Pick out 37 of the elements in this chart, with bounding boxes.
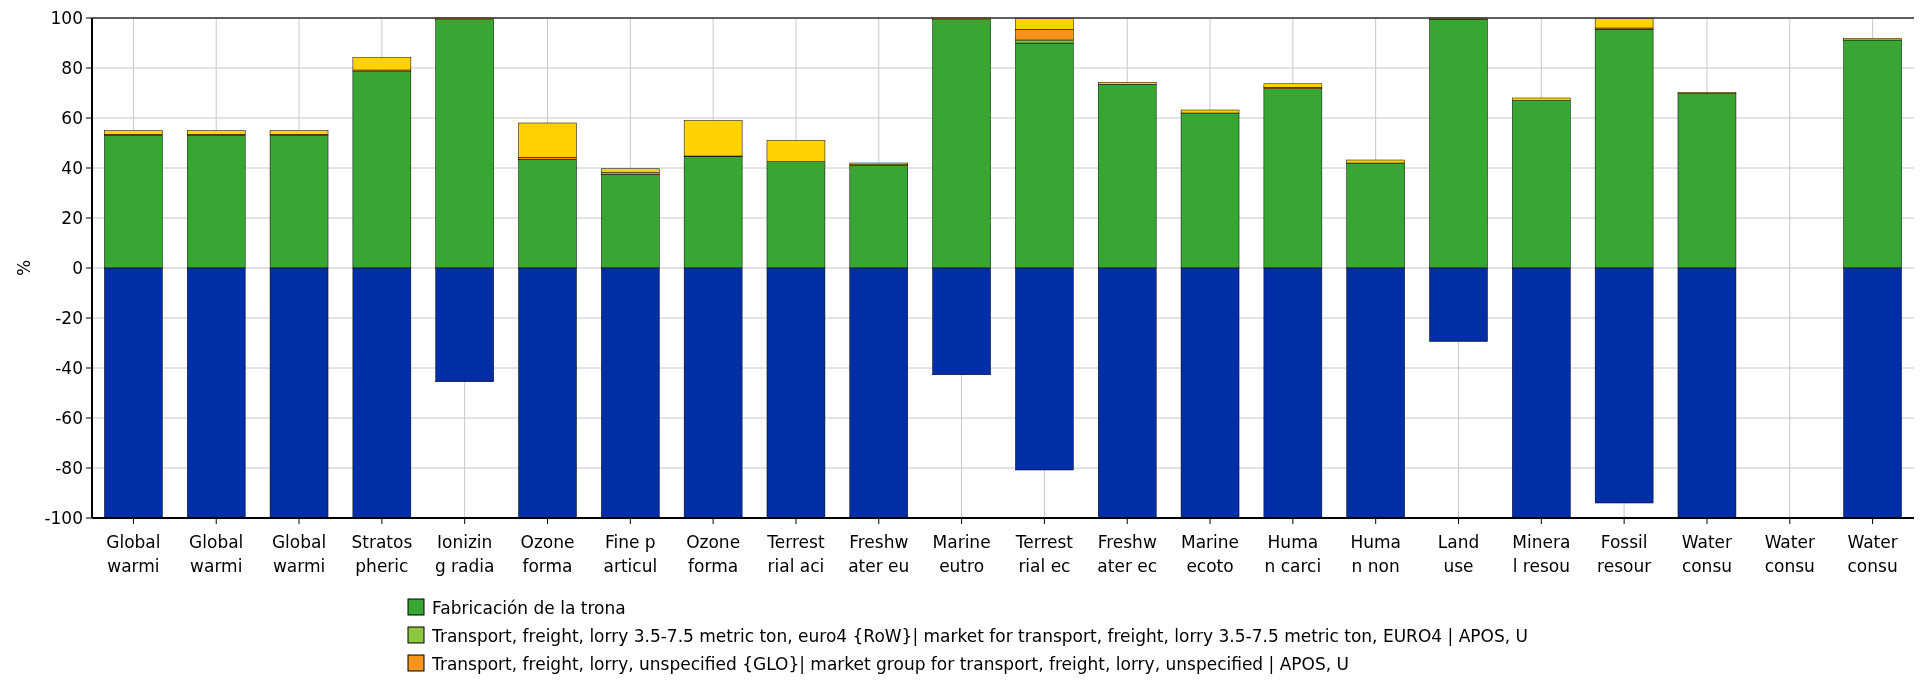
x-tick-label: Stratos pheric xyxy=(351,532,413,576)
x-tick-label: Ozone forma xyxy=(520,532,575,576)
x-tick-label: Terrest rial ec xyxy=(1014,532,1074,576)
y-tick-label: -80 xyxy=(55,457,83,478)
y-tick-label: -40 xyxy=(55,357,83,378)
x-tick-label: Fine p articul xyxy=(603,532,658,576)
x-tick-label: Water consu xyxy=(1681,532,1733,576)
y-tick-label: 40 xyxy=(61,157,83,178)
y-tick-label: 0 xyxy=(72,257,83,278)
y-tick-label: -60 xyxy=(55,407,83,428)
x-tick-label: Global warmi xyxy=(271,532,327,576)
x-tick-label: Freshw ater eu xyxy=(848,532,910,576)
legend-label: Transport, freight, lorry 3.5-7.5 metric ton, euro4 {RoW}| market for transport, freight, lorry 3.5-7.5 metric ton, EURO4 | APOS, U xyxy=(431,625,1528,646)
x-tick-label: Marine eutro xyxy=(932,532,991,576)
x-tick-label: Global warmi xyxy=(106,532,161,576)
x-tick-label: Water consu xyxy=(1764,532,1815,576)
x-tick-label: Ionizin g radia xyxy=(434,532,495,576)
x-tick-label: Water consu xyxy=(1847,532,1898,576)
y-tick-label: -20 xyxy=(55,307,83,328)
y-tick-label: 100 xyxy=(50,7,83,28)
x-tick-label: Minera l resou xyxy=(1512,532,1571,576)
legend-label: Transport, freight, lorry, unspecified {GLO}| market group for transport, freight, lorry, unspecified | APOS, U xyxy=(431,653,1350,674)
x-tick-label: Terrest rial aci xyxy=(766,532,825,576)
x-tick-label: Marine ecoto xyxy=(1181,532,1240,576)
x-tick-label: Fossil resour xyxy=(1597,532,1652,576)
y-tick-label: -100 xyxy=(44,507,83,528)
legend-label: Fabricación de la trona xyxy=(432,597,626,618)
x-tick-label: Huma n carci xyxy=(1264,532,1322,576)
y-tick-label: 80 xyxy=(61,57,83,78)
y-axis-title: % xyxy=(14,259,34,277)
x-tick-label: Ozone forma xyxy=(686,532,741,576)
x-tick-label: Land use xyxy=(1437,532,1480,576)
y-tick-label: 20 xyxy=(61,207,83,228)
x-tick-label: Global warmi xyxy=(189,532,244,576)
y-tick-label: 60 xyxy=(61,107,83,128)
x-tick-label: Freshw ater ec xyxy=(1097,532,1158,576)
x-tick-label: Huma n non xyxy=(1350,532,1401,576)
